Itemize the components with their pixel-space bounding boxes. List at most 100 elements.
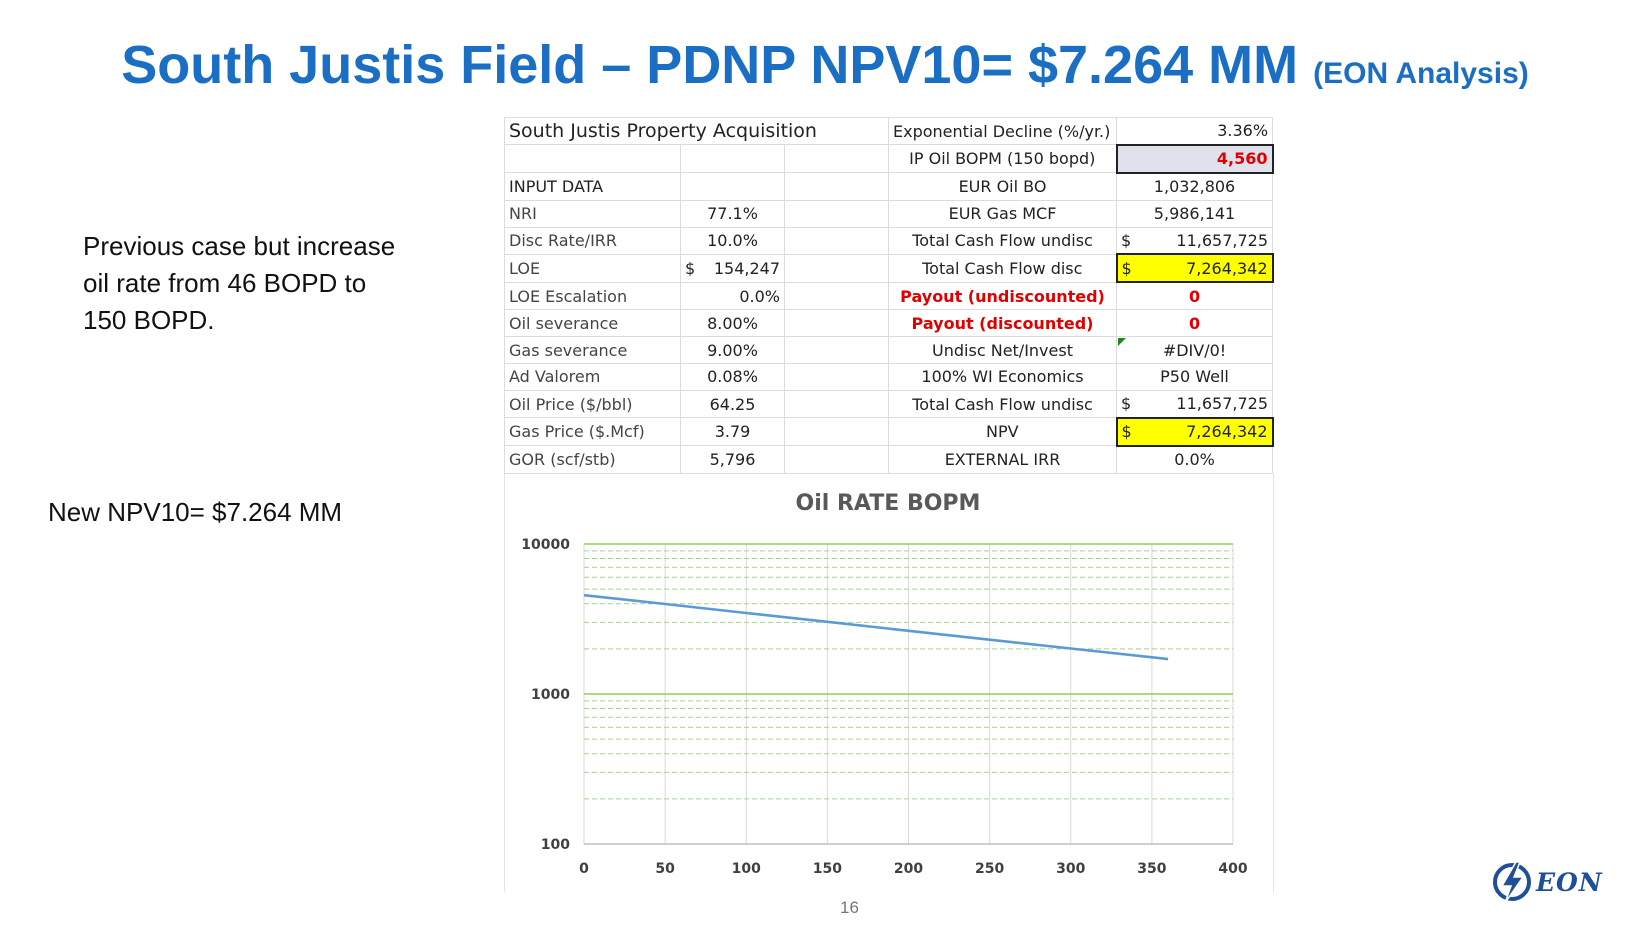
- sheet-row: South Justis Property Acquisition Exponen…: [503, 116, 1274, 146]
- x-tick-label: 100: [732, 861, 761, 877]
- oil-rate-series-line: [583, 593, 1169, 661]
- result-label-cell: IP Oil BOPM (150 bopd): [888, 144, 1118, 174]
- amount: 11,657,725: [1176, 231, 1269, 250]
- empty-cell: [783, 281, 890, 311]
- sheet-row: LOE Escalation 0.0% Payout (undiscounted) 0: [504, 281, 1274, 311]
- result-label-cell: Exponential Decline (%/yr.): [888, 116, 1118, 146]
- empty-cell: [783, 417, 890, 447]
- sheet-row: NRI 77.1% EUR Gas MCF 5,986,141: [504, 199, 1274, 228]
- input-data-header: INPUT DATA: [504, 172, 681, 201]
- x-tick-label: 50: [655, 861, 675, 877]
- input-label-cell: NRI: [504, 199, 681, 228]
- result-value-cell: 1,032,806: [1116, 172, 1274, 201]
- input-value-cell: 8.00%: [680, 309, 785, 338]
- economics-table: South Justis Property Acquisition Exponen…: [503, 116, 1274, 474]
- amount: 11,657,725: [1176, 394, 1269, 414]
- x-tick-label: 350: [1137, 861, 1166, 877]
- result-value-cell: #DIV/0!: [1116, 336, 1274, 365]
- result-label-cell: Payout (undiscounted): [888, 281, 1118, 311]
- input-label-cell: Ad Valorem: [504, 363, 681, 391]
- empty-cell: [783, 445, 890, 474]
- money-value: $11,657,725: [1121, 231, 1268, 250]
- result-value-cell: $11,657,725: [1116, 226, 1274, 255]
- result-value-cell: 4,560: [1115, 143, 1274, 174]
- chart-title: Oil RATE BOPM: [796, 491, 981, 516]
- oil-rate-chart: Oil RATE BOPM 100 1000 10000 0 50 100 150 200 25…: [504, 474, 1274, 892]
- empty-cell: [783, 336, 890, 365]
- result-value-cell: 3.36%: [1116, 116, 1274, 146]
- sheet-row: Ad Valorem 0.08% 100% WI Economics P50 Well: [504, 363, 1274, 391]
- x-tick-label: 400: [1218, 861, 1247, 877]
- result-value-cell: $11,657,725: [1116, 389, 1274, 419]
- y-tick-label: 1000: [531, 687, 570, 703]
- input-value-cell: $154,247: [680, 253, 785, 283]
- empty-cell: [783, 363, 890, 391]
- currency-symbol: $: [1121, 231, 1132, 250]
- empty-cell: [783, 172, 890, 201]
- page-number: 16: [840, 898, 859, 917]
- result-value-cell: 0.0%: [1116, 445, 1274, 474]
- x-tick-label: 0: [579, 861, 589, 877]
- sheet-row: GOR (scf/stb) 5,796 EXTERNAL IRR 0.0%: [504, 445, 1274, 474]
- result-label-cell: Undisc Net/Invest: [888, 336, 1118, 365]
- title-main: South Justis Field – PDNP NPV10= $7.264 …: [121, 35, 1299, 95]
- x-tick-label: 250: [975, 861, 1004, 877]
- result-label-cell: Total Cash Flow undisc: [888, 389, 1118, 419]
- empty-cell: [783, 226, 890, 255]
- logo-text: EON: [1536, 867, 1603, 897]
- sheet-row: LOE $154,247 Total Cash Flow disc $7,264,34…: [504, 253, 1274, 284]
- oil-rate-chart-svg: Oil RATE BOPM 100 1000 10000 0 50 100 150 200 25…: [521, 491, 1248, 877]
- result-label-cell: Total Cash Flow undisc: [888, 226, 1118, 255]
- x-tick-label: 200: [894, 861, 923, 877]
- input-label-cell: Oil severance: [504, 309, 681, 338]
- empty-cell: [783, 309, 890, 338]
- new-npv-note: New NPV10= $7.264 MM: [48, 497, 343, 527]
- currency-symbol: $: [685, 258, 696, 278]
- result-value-cell: $7,264,342: [1115, 253, 1274, 284]
- input-label-cell: [504, 144, 681, 174]
- money-value: $7,264,342: [1122, 422, 1268, 441]
- input-value-cell: 3.79: [680, 417, 785, 447]
- input-label-cell: Gas Price ($.Mcf): [504, 417, 681, 447]
- result-label-cell: EUR Oil BO: [888, 172, 1118, 201]
- empty-cell: [783, 389, 890, 419]
- input-label-cell: GOR (scf/stb): [504, 445, 681, 474]
- x-tick-label: 150: [813, 861, 842, 877]
- result-value-cell: 5,986,141: [1116, 199, 1274, 228]
- money-value: $154,247: [685, 259, 780, 278]
- input-value-cell: [680, 144, 785, 174]
- result-label-cell: NPV: [888, 417, 1118, 447]
- lightning-logo-icon: [1493, 861, 1531, 904]
- sheet-row: Disc Rate/IRR 10.0% Total Cash Flow undisc…: [504, 226, 1274, 255]
- slide-title: South Justis Field – PDNP NPV10= $7.264 …: [0, 34, 1650, 96]
- x-tick-label: 300: [1056, 861, 1085, 877]
- previous-case-note: Previous case but increase oil rate from…: [83, 231, 396, 335]
- eon-logo: EON: [1490, 860, 1603, 904]
- input-label-cell: Gas severance: [504, 336, 681, 365]
- input-value-cell: 9.00%: [680, 336, 785, 365]
- input-value-cell: 77.1%: [680, 199, 785, 228]
- y-tick-label: 100: [541, 837, 570, 853]
- input-value-cell: [680, 172, 785, 201]
- result-value-cell: P50 Well: [1116, 363, 1274, 391]
- y-tick-label: 10000: [521, 537, 570, 553]
- sheet-row: INPUT DATA EUR Oil BO 1,032,806: [504, 172, 1274, 201]
- amount: 154,247: [713, 258, 780, 278]
- result-label-cell: 100% WI Economics: [888, 363, 1118, 391]
- currency-symbol: $: [1121, 258, 1132, 278]
- input-label-cell: Oil Price ($/bbl): [504, 389, 681, 419]
- empty-cell: [783, 253, 890, 283]
- result-label-cell: Payout (discounted): [888, 309, 1118, 338]
- money-value: $7,264,342: [1122, 259, 1268, 278]
- result-label-cell: Total Cash Flow disc: [888, 253, 1118, 283]
- input-value-cell: 10.0%: [680, 226, 785, 255]
- result-value-cell: $7,264,342: [1115, 416, 1274, 447]
- sheet-row: Oil severance 8.00% Payout (discounted) 0: [504, 309, 1274, 338]
- economics-spreadsheet: South Justis Property Acquisition Exponen…: [503, 116, 1274, 475]
- empty-cell: [783, 144, 890, 174]
- input-label-cell: LOE: [504, 253, 681, 283]
- sheet-title: South Justis Property Acquisition: [503, 116, 890, 146]
- sheet-row: Oil Price ($/bbl) 64.25 Total Cash Flow un…: [504, 389, 1274, 419]
- input-label-cell: LOE Escalation: [504, 281, 681, 311]
- sheet-row: Gas Price ($.Mcf) 3.79 NPV $7,264,342: [504, 416, 1274, 447]
